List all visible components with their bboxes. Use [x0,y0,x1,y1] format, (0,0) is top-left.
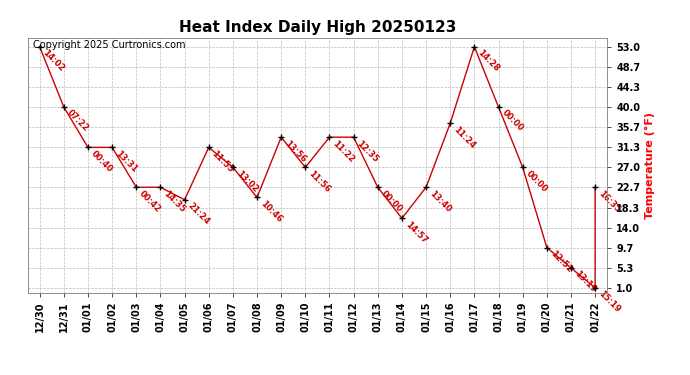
Y-axis label: Temperature (°F): Temperature (°F) [644,111,655,219]
Text: 13:19: 13:19 [573,269,598,294]
Text: Copyright 2025 Curtronics.com: Copyright 2025 Curtronics.com [33,40,186,50]
Text: 16:35: 16:35 [597,189,622,214]
Text: 14:35: 14:35 [162,189,187,214]
Text: 14:57: 14:57 [404,220,428,245]
Text: 00:40: 00:40 [90,149,115,174]
Text: 11:55: 11:55 [210,149,235,174]
Text: 11:24: 11:24 [452,124,477,150]
Text: 12:35: 12:35 [355,139,380,164]
Text: 10:46: 10:46 [259,199,284,224]
Text: 12:52: 12:52 [549,249,573,274]
Text: 11:56: 11:56 [307,169,332,194]
Text: 14:28: 14:28 [476,48,501,74]
Text: 13:31: 13:31 [114,149,139,174]
Text: 07:22: 07:22 [66,108,90,134]
Text: 00:00: 00:00 [500,108,525,134]
Text: 00:42: 00:42 [138,189,163,214]
Text: 00:00: 00:00 [524,169,549,194]
Text: 21:24: 21:24 [186,201,211,226]
Text: 00:00: 00:00 [380,189,404,214]
Text: 13:02: 13:02 [235,169,259,194]
Text: 13:40: 13:40 [428,189,453,214]
Text: 15:19: 15:19 [597,289,622,315]
Title: Heat Index Daily High 20250123: Heat Index Daily High 20250123 [179,20,456,35]
Text: 14:02: 14:02 [41,48,66,74]
Text: 13:56: 13:56 [283,139,308,164]
Text: 11:22: 11:22 [331,139,356,164]
